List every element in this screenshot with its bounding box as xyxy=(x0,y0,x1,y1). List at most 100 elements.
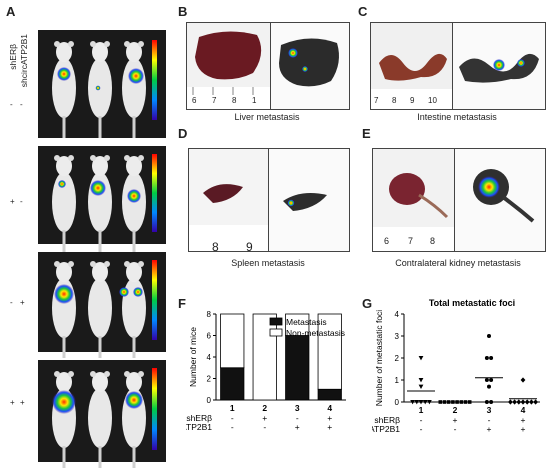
g-point-1-0 xyxy=(418,356,424,361)
panel-a-sign-1a: - xyxy=(10,100,13,109)
ivis-frame-4 xyxy=(38,360,166,468)
panel-a-sign-3a: - xyxy=(10,298,13,307)
f-bar-non-metastasis-4 xyxy=(317,313,342,390)
f-legend-swatch-0 xyxy=(269,317,283,326)
g-sign-1-3: + xyxy=(487,424,492,434)
f-y-tick-label-0: 0 xyxy=(207,396,212,405)
f-sign-0-1: - xyxy=(231,413,234,423)
g-sign-0-3: - xyxy=(488,415,491,425)
g-point-3-3 xyxy=(484,378,489,382)
panel-g-label: G xyxy=(362,296,373,311)
panel-d-label: D xyxy=(178,126,188,141)
panel-c-ruler-9: 9 xyxy=(410,96,415,105)
f-sign-1-1: - xyxy=(231,422,234,432)
ivis-frame-1 xyxy=(38,30,166,138)
panel-d-caption: Spleen metastasis xyxy=(231,258,305,268)
g-point-4-4 xyxy=(520,399,526,405)
g-sign-0-1: - xyxy=(420,415,423,425)
g-x-tick-label-4: 4 xyxy=(521,405,526,415)
f-y-tick-label-2: 4 xyxy=(207,353,212,362)
g-x-tick-label-1: 1 xyxy=(419,405,424,415)
ivis-frame-2 xyxy=(38,146,166,252)
f-y-tick-label-4: 8 xyxy=(207,310,212,319)
panel-c-ruler-7: 7 xyxy=(374,96,379,105)
g-y-tick-label-4: 4 xyxy=(395,310,400,319)
g-point-3-5 xyxy=(487,384,491,389)
panel-a-label: A xyxy=(6,4,16,19)
g-point-3-0 xyxy=(487,334,491,338)
panel-b-photo xyxy=(186,22,272,110)
panel-b-ruler-7: 7 xyxy=(212,96,217,105)
g-point-1-4 xyxy=(414,400,420,405)
panel-g-chart: Total metastatic foci 0 1 2 3 4 Number of meta… xyxy=(372,298,540,434)
g-point-1-6 xyxy=(422,400,428,405)
g-point-4-0 xyxy=(520,377,526,383)
g-point-2-0 xyxy=(438,400,443,404)
panel-f-label: F xyxy=(178,296,186,311)
panel-b-ivis xyxy=(270,22,350,110)
panel-e-ruler-6: 6 xyxy=(384,236,390,246)
panel-b-ruler-8: 8 xyxy=(232,96,237,105)
g-row-label-1: shcircATP2B1 xyxy=(372,424,400,434)
g-point-1-5 xyxy=(418,400,424,405)
panel-e-caption: Contralateral kidney metastasis xyxy=(395,258,521,268)
g-y-axis-label: Number of metastatic foci xyxy=(374,310,384,406)
panel-c-label: C xyxy=(358,4,368,19)
g-point-1-2 xyxy=(418,384,424,389)
panel-c-caption: Intestine metastasis xyxy=(417,112,497,122)
g-sign-1-4: + xyxy=(521,424,526,434)
panel-d-ruler-9: 9 xyxy=(246,240,253,254)
panel-a-sign-4a: + xyxy=(10,398,15,407)
g-sign-0-4: + xyxy=(521,415,526,425)
g-y-tick-label-1: 1 xyxy=(395,376,400,385)
panel-b-caption: Liver metastasis xyxy=(234,112,300,122)
panel-d-ivis xyxy=(268,148,350,252)
panel-b-ruler-6: 6 xyxy=(192,96,197,105)
f-sign-0-4: + xyxy=(327,413,332,423)
ivis-frame-3 xyxy=(38,252,166,358)
g-point-2-7 xyxy=(467,400,472,404)
panel-e-label: E xyxy=(362,126,371,141)
g-sign-0-2: + xyxy=(453,415,458,425)
f-row-label-0: shERβ xyxy=(186,413,212,423)
panel-b-label: B xyxy=(178,4,188,19)
panel-c-photo xyxy=(370,22,454,110)
f-y-tick-label-3: 6 xyxy=(207,332,212,341)
panel-c-ivis xyxy=(452,22,546,110)
g-x-tick-label-3: 3 xyxy=(487,405,492,415)
g-sign-1-2: - xyxy=(454,424,457,434)
panel-a-row-label-sherb: shERβ xyxy=(8,44,18,70)
g-point-1-7 xyxy=(427,400,432,405)
f-sign-0-2: + xyxy=(262,413,267,423)
f-legend-swatch-1 xyxy=(269,328,283,337)
f-legend-label-1: Non-metastasis xyxy=(286,328,345,338)
panel-a-sign-1b: - xyxy=(20,100,23,109)
panel-a-sign-3b: + xyxy=(20,298,25,307)
f-bar-non-metastasis-2 xyxy=(252,313,277,401)
g-point-1-1 xyxy=(418,378,424,383)
f-bar-non-metastasis-1 xyxy=(220,313,245,369)
panel-b-ruler-1: 1 xyxy=(252,96,257,105)
g-point-4-6 xyxy=(529,399,534,405)
g-point-3-4 xyxy=(489,378,494,382)
g-point-3-2 xyxy=(489,356,494,360)
f-sign-1-3: + xyxy=(295,422,300,432)
f-sign-0-3: - xyxy=(296,413,299,423)
f-legend-label-0: Metastasis xyxy=(286,317,327,327)
f-row-label-1: shcircATP2B1 xyxy=(186,422,212,432)
g-point-4-7 xyxy=(533,399,538,405)
panel-a-sign-2b: - xyxy=(20,197,23,206)
panel-d-photo xyxy=(188,148,270,252)
g-point-1-3 xyxy=(410,400,415,405)
panel-a-sign-4b: + xyxy=(20,398,25,407)
panel-a-ivis-images xyxy=(38,30,166,468)
panel-a-row-label-shcirc: shcircATP2B1 xyxy=(19,34,29,88)
g-point-3-6 xyxy=(484,400,489,404)
panel-e-ivis xyxy=(454,148,546,252)
f-bar-non-metastasis-3 xyxy=(285,313,310,336)
g-y-tick-label-3: 3 xyxy=(395,332,400,341)
f-y-tick-label-1: 2 xyxy=(207,375,212,384)
f-sign-1-2: - xyxy=(263,422,266,432)
panel-d-ruler-8: 8 xyxy=(212,240,219,254)
g-x-tick-label-2: 2 xyxy=(453,405,458,415)
